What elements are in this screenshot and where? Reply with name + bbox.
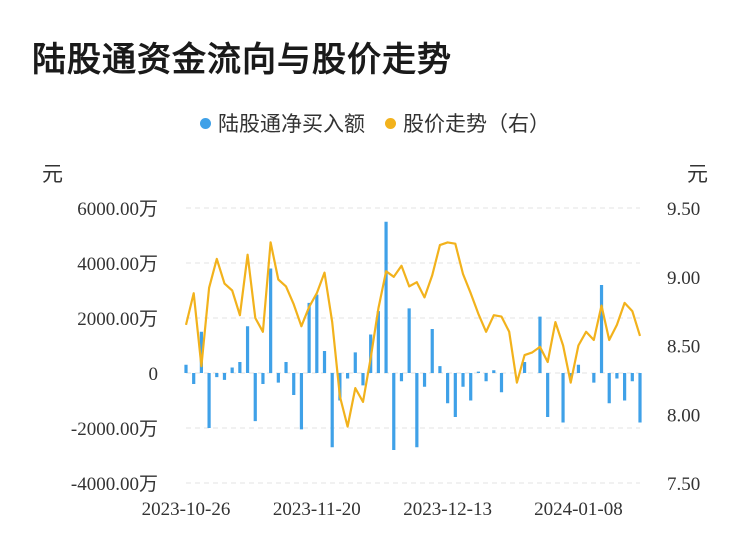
net-buy-bar[interactable] — [353, 352, 357, 373]
net-buy-bar[interactable] — [546, 373, 550, 417]
right-tick-label: 8.00 — [667, 405, 700, 426]
left-tick-label: 6000.00万 — [77, 199, 158, 220]
net-buy-bar[interactable] — [192, 373, 196, 384]
net-buy-bar[interactable] — [438, 366, 442, 373]
net-buy-bar[interactable] — [469, 373, 473, 401]
net-buy-bar[interactable] — [330, 373, 334, 448]
net-buy-bar[interactable] — [361, 373, 365, 386]
net-buy-bar[interactable] — [399, 373, 404, 382]
net-buy-bar[interactable] — [184, 364, 188, 373]
net-buy-bars — [184, 221, 642, 450]
net-buy-bar[interactable] — [569, 373, 573, 379]
net-buy-bar[interactable] — [599, 285, 604, 373]
legend-label-net-buy: 陆股通净买入额 — [218, 112, 365, 136]
net-buy-bar[interactable] — [222, 373, 227, 380]
net-buy-bar[interactable] — [199, 331, 203, 373]
net-buy-bar[interactable] — [607, 373, 611, 404]
net-buy-bar[interactable] — [253, 373, 257, 422]
net-buy-bar[interactable] — [453, 373, 457, 417]
net-buy-bar[interactable] — [615, 373, 619, 379]
net-buy-bar[interactable] — [538, 316, 542, 373]
price-line-layer — [184, 241, 642, 428]
net-buy-bar[interactable] — [522, 362, 527, 373]
net-buy-bar[interactable] — [630, 373, 634, 382]
net-buy-bar[interactable] — [561, 373, 565, 423]
left-tick-label: 2000.00万 — [77, 309, 158, 330]
net-buy-bar[interactable] — [592, 373, 596, 383]
x-tick-label: 2023-11-20 — [273, 499, 361, 520]
net-buy-bar[interactable] — [484, 373, 488, 382]
right-tick-label: 9.50 — [667, 199, 700, 220]
right-tick-label: 8.50 — [667, 337, 700, 358]
x-tick-label: 2023-12-13 — [403, 499, 492, 520]
legend-label-price: 股价走势（右） — [403, 112, 550, 136]
net-buy-bar[interactable] — [276, 373, 280, 383]
net-buy-bar[interactable] — [422, 373, 427, 387]
net-buy-bar[interactable] — [376, 311, 380, 373]
left-tick-label: -2000.00万 — [71, 419, 158, 440]
left-tick-label: 0 — [149, 364, 159, 385]
net-buy-bar[interactable] — [299, 373, 304, 430]
net-buy-bar[interactable] — [238, 362, 242, 373]
net-buy-bar[interactable] — [322, 351, 327, 373]
right-axis-unit: 元 — [687, 162, 708, 186]
net-buy-bar[interactable] — [230, 367, 234, 374]
grid-lines — [186, 207, 640, 484]
net-buy-bar[interactable] — [315, 294, 319, 373]
net-buy-bar[interactable] — [461, 373, 465, 387]
net-buy-bar[interactable] — [492, 370, 496, 373]
axis-ticks: 6000.00万 4000.00万 2000.00万 0 -2000.00万 -4000.… — [71, 199, 700, 520]
left-tick-label: 4000.00万 — [77, 254, 158, 275]
net-buy-bar[interactable] — [446, 373, 450, 404]
left-tick-label: -4000.00万 — [71, 474, 158, 495]
legend-dot-line — [385, 117, 396, 129]
page-title: 陆股通资金流向与股价走势 — [32, 40, 452, 80]
net-buy-bar[interactable] — [207, 373, 211, 428]
right-tick-label: 7.50 — [667, 474, 700, 495]
net-buy-bar[interactable] — [476, 371, 481, 373]
net-buy-bar[interactable] — [345, 373, 350, 379]
net-buy-bar[interactable] — [415, 373, 419, 448]
net-buy-bar[interactable] — [292, 373, 296, 395]
net-buy-bar[interactable] — [215, 373, 219, 378]
net-buy-bar[interactable] — [384, 221, 388, 373]
net-buy-bar[interactable] — [407, 308, 411, 373]
net-buy-bar[interactable] — [269, 268, 273, 374]
right-tick-label: 9.00 — [667, 268, 700, 289]
price-line[interactable] — [184, 241, 642, 428]
legend-item-net-buy[interactable]: 陆股通净买入额 — [200, 108, 365, 138]
net-buy-bar[interactable] — [307, 302, 311, 373]
legend-dot-bar — [200, 117, 211, 129]
net-buy-bar[interactable] — [499, 373, 504, 393]
x-tick-label: 2024-01-08 — [534, 499, 623, 520]
net-buy-bar[interactable] — [576, 364, 581, 373]
net-buy-bar[interactable] — [284, 362, 288, 373]
x-tick-label: 2023-10-26 — [142, 499, 231, 520]
chart-legend: 陆股通净买入额 股价走势（右） — [0, 108, 750, 138]
net-buy-bar[interactable] — [638, 373, 642, 423]
left-axis-unit: 元 — [42, 162, 63, 186]
net-buy-bar[interactable] — [392, 373, 396, 450]
net-buy-bar[interactable] — [430, 329, 434, 373]
net-buy-bar[interactable] — [623, 373, 627, 401]
net-buy-bar[interactable] — [261, 373, 265, 384]
net-buy-bar[interactable] — [245, 326, 250, 373]
legend-item-price[interactable]: 股价走势（右） — [385, 108, 550, 138]
